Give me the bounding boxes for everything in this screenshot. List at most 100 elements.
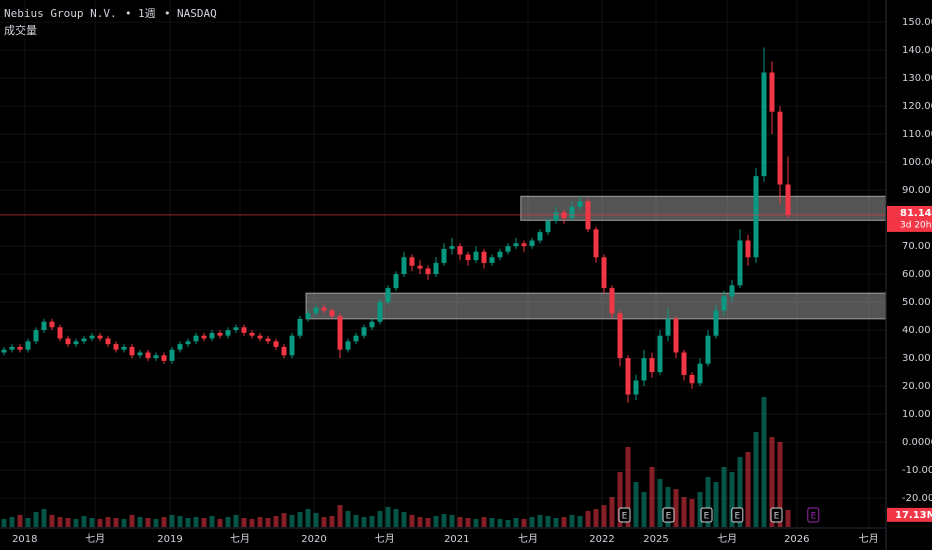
candle-body (369, 321, 375, 328)
x-tick-label: 2022 (589, 534, 614, 545)
volume-label: 17.13M (895, 510, 932, 521)
candle-body (169, 349, 175, 361)
earnings-label: E (774, 512, 780, 522)
candle-body (33, 330, 39, 342)
candle-body (545, 220, 551, 233)
y-tick-label: -20.00 (902, 493, 932, 504)
x-tick-label: 2025 (643, 534, 668, 545)
volume-bar (641, 492, 647, 527)
volume-bar (449, 515, 455, 527)
candle-body (81, 338, 87, 342)
volume-bar (593, 509, 599, 527)
volume-bar (409, 515, 415, 527)
volume-bar (313, 513, 319, 527)
y-tick-label: 110.00 (902, 129, 932, 140)
exchange: NASDAQ (177, 7, 217, 20)
volume-bar (233, 515, 239, 527)
volume-bar (753, 432, 759, 527)
candle-body (785, 184, 791, 215)
volume-bar (665, 487, 671, 527)
volume-bar (425, 518, 431, 527)
candle-body (713, 310, 719, 336)
x-tick-label: 七月 (717, 533, 737, 545)
candle-body (769, 72, 775, 112)
candle-body (17, 346, 23, 350)
separator: • (125, 7, 132, 20)
y-tick-label: 10.00 (902, 409, 931, 420)
candle-body (497, 251, 503, 258)
candle-body (633, 380, 639, 395)
candle-body (329, 310, 335, 317)
volume-bar (273, 516, 279, 527)
volume-bar (649, 467, 655, 527)
y-tick-label: 90.00 (902, 185, 931, 196)
candle-body (345, 341, 351, 350)
volume-bar (769, 437, 775, 527)
volume-bar (521, 519, 527, 527)
earnings-badge (618, 507, 631, 523)
candle-body (177, 344, 183, 350)
candle-body (553, 212, 559, 221)
volume-bar (65, 518, 71, 527)
last-price-badge (887, 205, 932, 232)
volume-bar (57, 517, 63, 527)
candle-body (601, 257, 607, 289)
volume-bar (377, 511, 383, 527)
volume-bar (361, 517, 367, 527)
volume-bar (97, 519, 103, 527)
candle-body (113, 344, 119, 350)
volume-bar (321, 517, 327, 527)
symbol: Nebius Group N.V. (4, 7, 117, 20)
earnings-badge (770, 507, 783, 523)
volume-bar (241, 518, 247, 527)
candle-body (265, 338, 271, 342)
candle-body (433, 262, 439, 275)
candle-body (105, 338, 111, 345)
volume-bar (697, 492, 703, 527)
y-tick-label: 20.00 (902, 381, 931, 392)
candle-body (89, 335, 95, 339)
candle-body (465, 254, 471, 261)
earnings-label: E (622, 512, 628, 522)
candle-body (489, 257, 495, 263)
candle-body (393, 274, 399, 289)
volume-bar (657, 479, 663, 527)
x-tick-label: 2021 (444, 534, 469, 545)
volume-bar (625, 447, 631, 527)
earnings-label: E (704, 512, 710, 522)
volume-bar (297, 512, 303, 527)
candle-body (761, 72, 767, 177)
volume-bar (689, 499, 695, 527)
candle-body (297, 318, 303, 336)
volume-bar (601, 505, 607, 527)
candle-body (65, 338, 71, 345)
volume-bar (401, 512, 407, 527)
earnings-badge (731, 507, 744, 523)
volume-bar (369, 516, 375, 527)
earnings-label: E (666, 512, 672, 522)
candle-body (305, 313, 311, 319)
candle-body (249, 332, 255, 336)
price-zone (520, 195, 887, 221)
volume-bar (617, 472, 623, 527)
volume-bar (9, 517, 15, 527)
candle-body (273, 341, 279, 347)
candle-body (161, 355, 167, 361)
candle-body (217, 332, 223, 336)
candle-body (9, 346, 15, 350)
candle-body (585, 201, 591, 230)
candle-body (569, 206, 575, 219)
indicator-name[interactable]: 成交量 (4, 23, 37, 37)
x-tick-label: 2026 (784, 534, 809, 545)
candle-body (753, 176, 759, 258)
volume-bar (633, 482, 639, 527)
candle-body (361, 327, 367, 336)
candle-body (641, 358, 647, 381)
candle-body (665, 318, 671, 336)
candle-body (337, 316, 343, 350)
volume-bar (433, 516, 439, 527)
volume-bar (721, 467, 727, 527)
candle-body (281, 346, 287, 356)
volume-bar (681, 497, 687, 527)
